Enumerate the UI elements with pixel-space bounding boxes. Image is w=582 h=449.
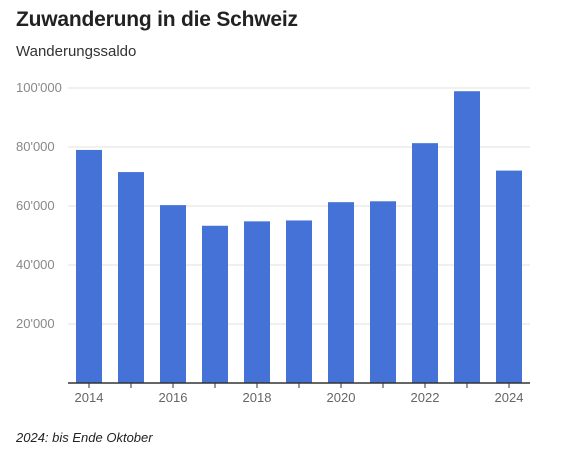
y-tick-label: 20'000 (16, 316, 55, 331)
x-tick-label: 2018 (243, 390, 272, 405)
x-tick-label: 2022 (411, 390, 440, 405)
bar-2023 (454, 91, 480, 384)
chart-subtitle: Wanderungssaldo (16, 43, 137, 60)
x-tick-label: 2014 (75, 390, 104, 405)
bar-2017 (202, 225, 228, 383)
bar-2014 (76, 149, 102, 383)
bar-2022 (412, 143, 438, 383)
bar-2019 (286, 220, 312, 383)
bar-2018 (244, 221, 270, 383)
y-tick-label: 60'000 (16, 198, 55, 213)
bar-2024 (496, 170, 522, 383)
bar-2020 (328, 202, 354, 383)
bar-2021 (370, 201, 396, 383)
y-tick-label: 100'000 (16, 80, 62, 95)
y-tick-label: 40'000 (16, 257, 55, 272)
x-tick-label: 2024 (495, 390, 524, 405)
bar-2016 (160, 205, 186, 383)
x-tick-label: 2016 (159, 390, 188, 405)
y-tick-label: 80'000 (16, 139, 55, 154)
bar-2015 (118, 172, 144, 383)
chart-title: Zuwanderung in die Schweiz (16, 8, 298, 31)
footnote: 2024: bis Ende Oktober (16, 430, 153, 445)
x-tick-label: 2020 (327, 390, 356, 405)
